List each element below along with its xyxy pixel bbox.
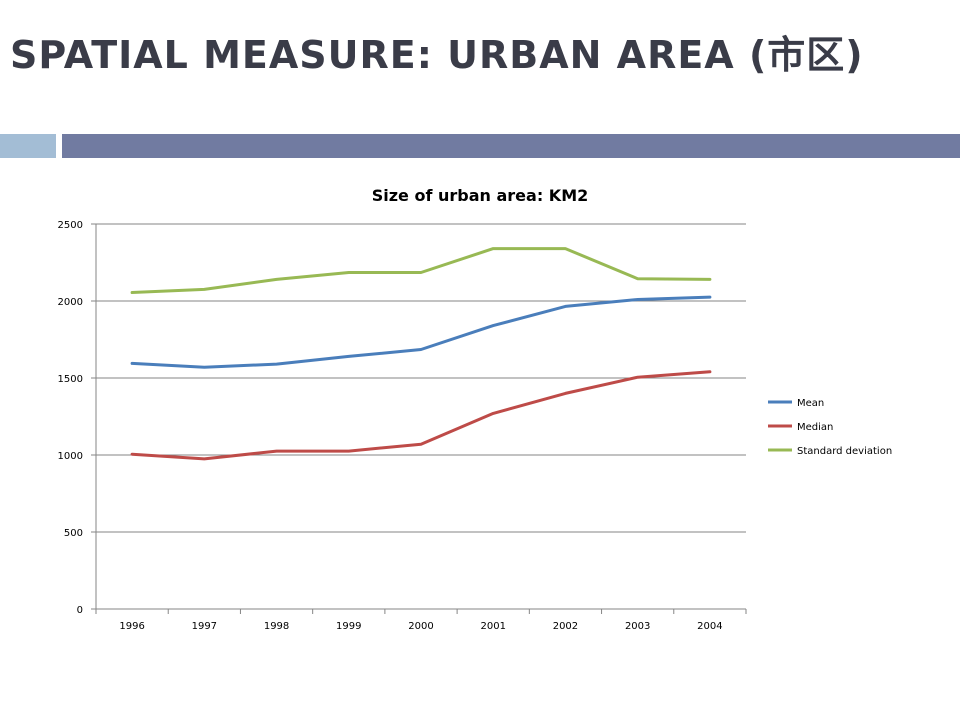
y-tick-label: 1000 (58, 451, 83, 462)
x-tick-label: 2004 (697, 621, 722, 632)
x-tick-label: 1996 (119, 621, 144, 632)
accent-bar-left (0, 134, 56, 158)
x-tick-label: 2002 (553, 621, 578, 632)
series-line-standard-deviation (130, 247, 712, 294)
series-line-mean (130, 295, 712, 369)
series-line-median (130, 370, 712, 461)
x-tick-label: 2000 (408, 621, 433, 632)
y-tick-label: 500 (64, 528, 83, 539)
x-tick-label: 2003 (625, 621, 650, 632)
gridlines (96, 223, 746, 610)
series-lines (130, 247, 712, 461)
legend: Mean Median Standard deviation (768, 398, 892, 457)
axes (91, 223, 747, 614)
x-tick-label: 2001 (480, 621, 505, 632)
y-tick-label: 0 (77, 605, 83, 616)
y-tick-labels: 0 500 1000 1500 2000 2500 (58, 220, 83, 616)
slide-title: SPATIAL MEASURE: URBAN AREA (市区) (10, 33, 864, 77)
y-tick-label: 2000 (58, 297, 83, 308)
legend-label: Standard deviation (797, 446, 892, 457)
y-tick-label: 2500 (58, 220, 83, 231)
chart-title: Size of urban area: KM2 (372, 186, 589, 205)
legend-label: Mean (797, 398, 824, 409)
accent-bar-right (62, 134, 960, 158)
y-tick-label: 1500 (58, 374, 83, 385)
x-tick-label: 1997 (192, 621, 217, 632)
x-tick-labels: 1996 1997 1998 1999 2000 2001 2002 2003 2004 (119, 621, 722, 632)
legend-label: Median (797, 422, 833, 433)
x-tick-label: 1999 (336, 621, 361, 632)
x-tick-label: 1998 (264, 621, 289, 632)
